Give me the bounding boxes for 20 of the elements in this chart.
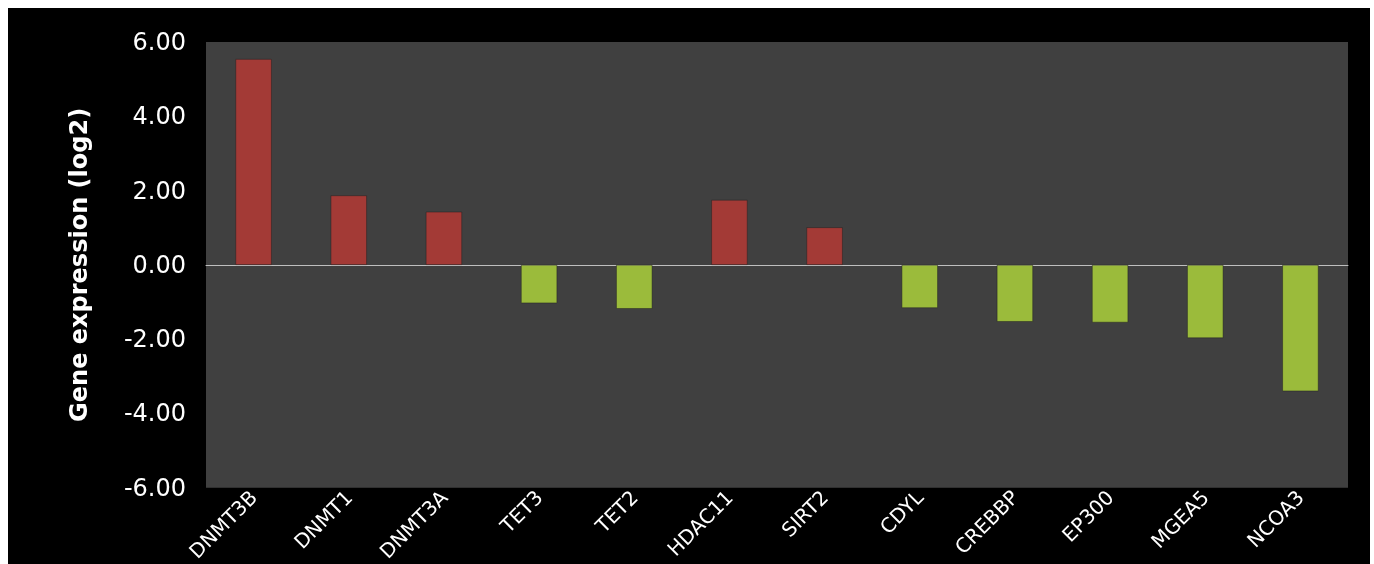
bar	[1092, 264, 1129, 323]
y-tick-label: 4.00	[132, 102, 186, 131]
bar	[806, 227, 843, 265]
bar	[711, 199, 748, 265]
y-tick-label: -4.00	[123, 399, 186, 428]
y-tick-label: 0.00	[132, 250, 186, 279]
y-tick-label: -6.00	[123, 473, 186, 502]
bar	[1282, 264, 1319, 392]
bar	[901, 264, 938, 308]
bar	[616, 264, 653, 309]
y-tick-label: 2.00	[132, 176, 186, 205]
bar	[521, 264, 558, 304]
y-tick-label: -2.00	[123, 325, 186, 354]
bar	[1187, 264, 1224, 339]
bar	[996, 264, 1033, 322]
y-tick-label: 6.00	[132, 28, 186, 56]
bar	[425, 211, 462, 265]
bar	[235, 59, 272, 265]
y-axis-title: Gene expression (log2)	[65, 107, 93, 422]
bar	[330, 195, 367, 265]
